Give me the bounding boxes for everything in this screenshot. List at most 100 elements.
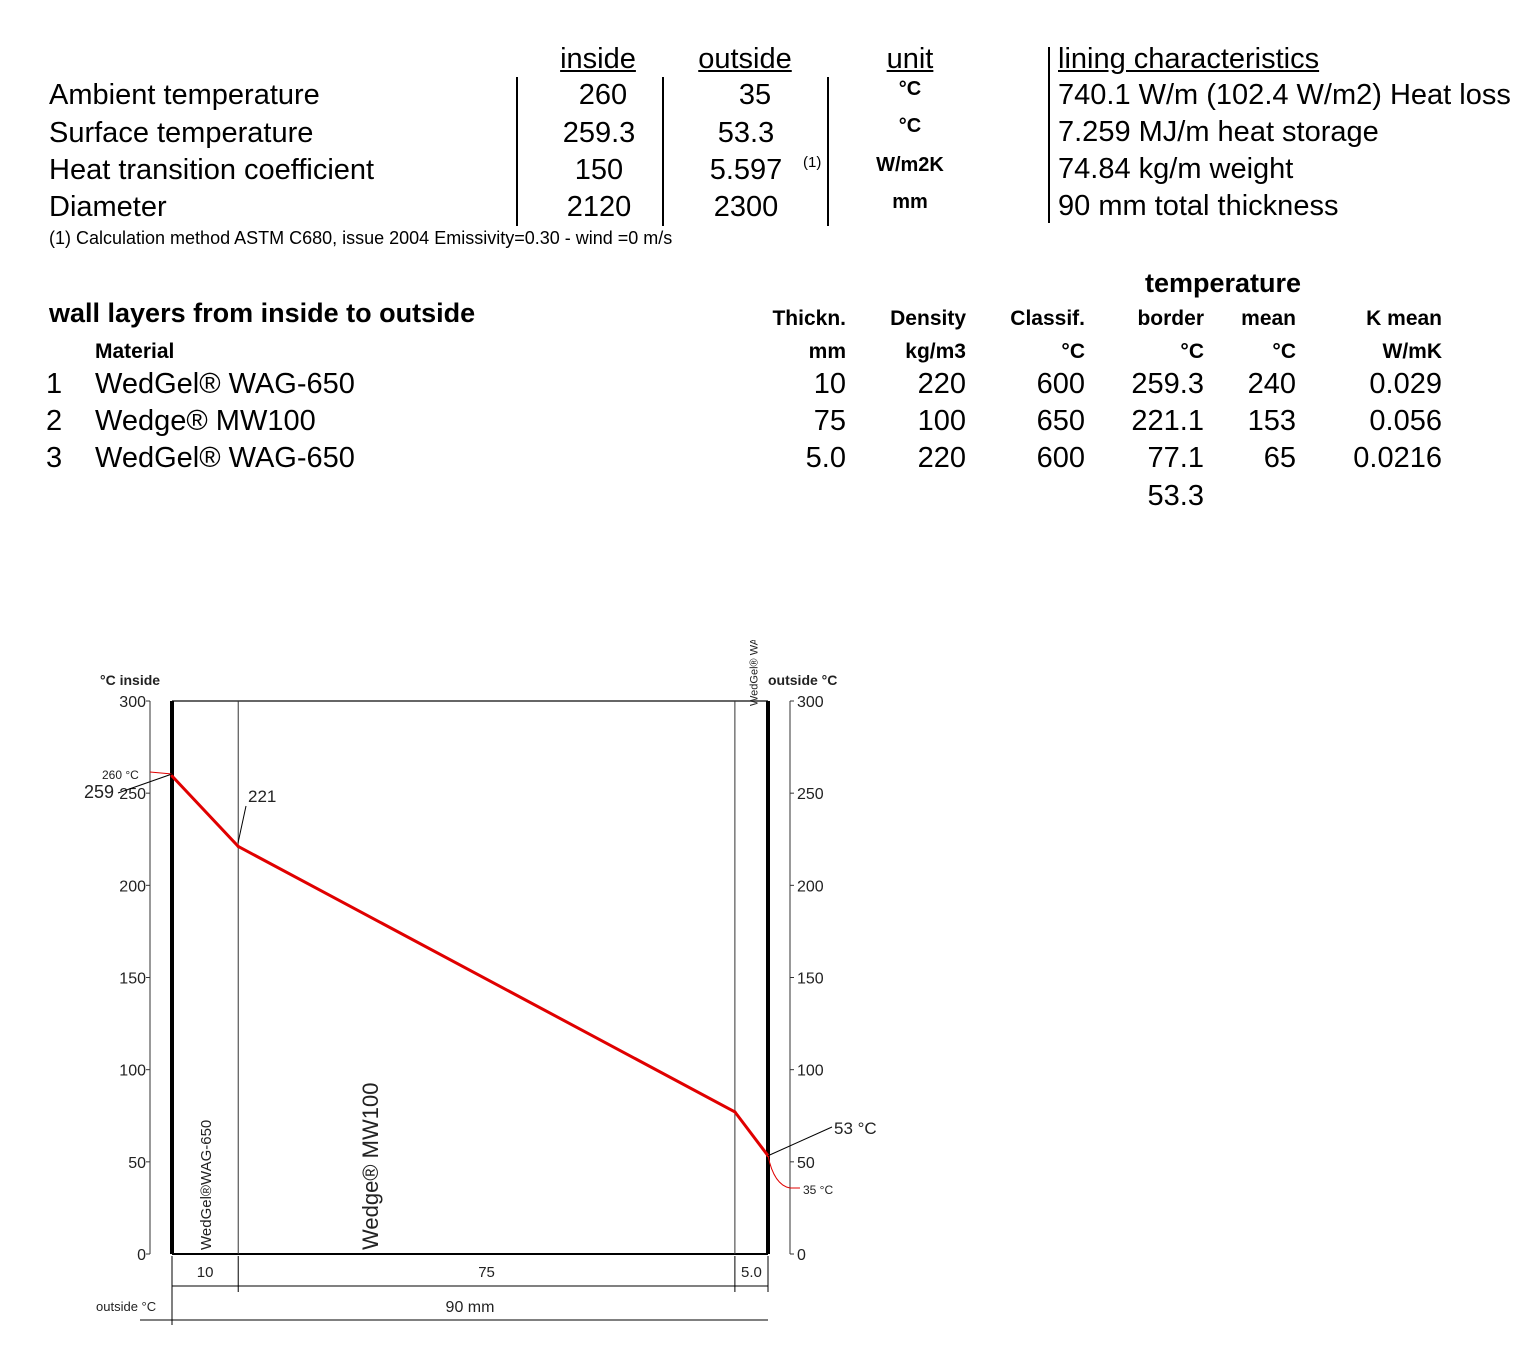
right-tick-label: 100 [797, 1063, 824, 1080]
column-unit: °C [1061, 340, 1085, 363]
layer-number: 2 [46, 405, 63, 437]
unit-value: W/m2K [876, 154, 944, 176]
profile-point [733, 1110, 737, 1114]
inside-value: 260 [578, 79, 628, 111]
layer-border: 221.1 [1131, 405, 1204, 437]
inside-surface-label: 259 [84, 782, 114, 802]
footnote: (1) Calculation method ASTM C680, issue … [49, 228, 673, 248]
right-tick-label: 300 [797, 694, 824, 711]
right-tick-label: 50 [797, 1155, 815, 1172]
header-lining: lining characteristics [1058, 43, 1320, 75]
layer-number: 3 [46, 442, 63, 474]
temperature-profile-line [170, 774, 770, 1157]
footnote-marker: (1) [803, 154, 822, 171]
column-unit: mm [808, 340, 846, 363]
inside-value: 259.3 [562, 117, 636, 149]
layer-label: Wedge® MW100 [358, 1083, 383, 1250]
row-label: Ambient temperature [49, 79, 320, 111]
layer-material: WedGel® WAG-650 [95, 442, 355, 474]
layer-thk: 10 [813, 368, 846, 400]
column-unit: °C [1272, 340, 1296, 363]
lining-heat-storage: 7.259 MJ/m heat storage [1058, 116, 1379, 148]
inside-value: 2120 [566, 191, 632, 223]
left-tick-label: 0 [137, 1247, 146, 1264]
inside-value: 150 [574, 154, 624, 186]
inside-ambient-label: 260 °C [102, 768, 139, 782]
inside-surface-leader [117, 773, 173, 794]
temperature-profile-chart: 10 WedGel®WAG-650 75 Wedge® MW100 5.0 WedGel®… [84, 640, 877, 1325]
outside-label: outside °C [96, 1299, 156, 1314]
row-label: Surface temperature [49, 117, 314, 149]
layer-label: WedGel® WAG-650 [748, 640, 760, 706]
lining-weight: 74.84 kg/m weight [1058, 153, 1294, 185]
right-tick-label: 150 [797, 971, 824, 988]
layer-border: 77.1 [1147, 442, 1204, 474]
left-axis-title: °C inside [100, 672, 160, 688]
row-label: Heat transition coefficient [49, 154, 375, 186]
header-outside: outside [698, 43, 792, 75]
divider [1048, 47, 1050, 223]
unit-value: °C [898, 78, 922, 100]
column-unit: °C [1180, 340, 1204, 363]
divider [516, 77, 518, 226]
lining-heat-loss: 740.1 W/m (102.4 W/m2) Heat loss [1058, 79, 1511, 111]
divider [662, 77, 664, 226]
thickness-label: 5.0 [741, 1264, 762, 1281]
layer-thk: 5.0 [805, 442, 846, 474]
unit-value: mm [892, 191, 928, 213]
layer-material: WedGel® WAG-650 [95, 368, 355, 400]
outside-surface-leader [767, 1126, 833, 1157]
column-header: mean [1241, 307, 1296, 330]
outside-ambient-leader [767, 1155, 800, 1189]
left-tick-label: 100 [119, 1063, 146, 1080]
outside-value: 5.597 [709, 154, 783, 186]
total-thickness-label: 90 mm [446, 1299, 495, 1316]
right-axis-title: outside °C [768, 672, 837, 688]
interface-leader [237, 805, 247, 844]
left-tick-label: 250 [119, 786, 146, 803]
final-border-temp: 53.3 [1147, 480, 1204, 512]
layer-classif: 600 [1036, 368, 1085, 400]
column-header: K mean [1366, 307, 1442, 330]
layer-mean: 153 [1247, 405, 1296, 437]
left-tick-label: 300 [119, 694, 146, 711]
profile-point [236, 844, 240, 848]
thickness-label: 10 [197, 1264, 214, 1281]
layer-density: 100 [917, 405, 966, 437]
material-header: Material [95, 340, 175, 363]
column-unit: W/mK [1382, 340, 1443, 363]
layer-border: 259.3 [1131, 368, 1204, 400]
header-inside: inside [560, 43, 636, 75]
header-unit: unit [886, 43, 934, 75]
interface-label: 221 [248, 787, 276, 806]
left-tick-label: 50 [128, 1155, 146, 1172]
layer-material: Wedge® MW100 [95, 405, 316, 437]
layer-k: 0.0216 [1353, 442, 1442, 474]
thickness-label: 75 [478, 1264, 495, 1281]
layer-thk: 75 [813, 405, 846, 437]
right-tick-label: 0 [797, 1247, 806, 1264]
right-tick-label: 200 [797, 878, 824, 895]
divider [827, 77, 829, 226]
column-header: border [1137, 307, 1204, 330]
temperature-group-header: temperature [1144, 268, 1302, 298]
layer-number: 1 [46, 368, 63, 400]
inside-ambient-leader [149, 771, 173, 775]
column-header: Classif. [1010, 307, 1085, 330]
profile-point [170, 774, 174, 778]
layer-mean: 65 [1263, 442, 1296, 474]
column-header: Thickn. [772, 307, 846, 330]
layer-k: 0.029 [1369, 368, 1442, 400]
column-unit: kg/m3 [905, 340, 966, 363]
layer-density: 220 [917, 368, 966, 400]
layer-classif: 600 [1036, 442, 1085, 474]
outside-value: 2300 [713, 191, 779, 223]
column-header: Density [890, 307, 966, 330]
layer-classif: 650 [1036, 405, 1085, 437]
left-tick-label: 150 [119, 971, 146, 988]
outside-surface-label: 53 °C [834, 1119, 877, 1138]
outside-value: 53.3 [717, 117, 775, 149]
outside-ambient-label: 35 °C [803, 1183, 833, 1197]
layers-title: wall layers from inside to outside [49, 298, 476, 328]
unit-value: °C [898, 115, 922, 137]
